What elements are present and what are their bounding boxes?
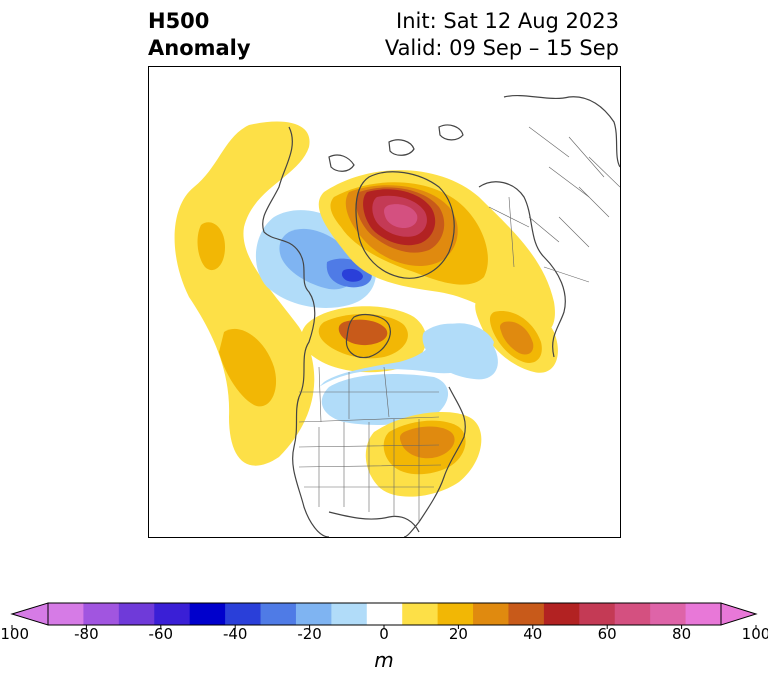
pacific-positive-core — [219, 328, 277, 407]
colorbar-segment — [366, 603, 403, 625]
init-date: Init: Sat 12 Aug 2023 — [396, 9, 619, 33]
title-variable: H500 — [148, 9, 210, 33]
colorbar-segment — [508, 603, 545, 625]
title-right: Init: Sat 12 Aug 2023 Valid: 09 Sep – 15… — [385, 8, 619, 62]
anomaly-fields — [174, 121, 558, 497]
colorbar-extend-high — [720, 602, 758, 626]
east-coast — [403, 386, 466, 537]
title-field: Anomaly — [148, 36, 251, 60]
pacific-positive-anomaly — [174, 121, 315, 466]
colorbar-tick-label: -40 — [222, 625, 248, 643]
colorbar-tick-label: 80 — [672, 625, 692, 643]
canada-provinces — [299, 366, 439, 423]
colorbar-segment — [225, 603, 262, 625]
north-america-coast — [262, 126, 330, 537]
greatlakes-positive-core — [399, 426, 455, 459]
colorbar-tick-label: 40 — [523, 625, 543, 643]
greenland-coast — [355, 171, 455, 279]
colorbar-segment — [331, 603, 368, 625]
greenland-positive-center — [384, 204, 418, 228]
colorbar-tick-marks — [11, 625, 757, 629]
coastlines — [262, 94, 620, 537]
colorbar-segment — [473, 603, 509, 625]
colorbar — [10, 602, 758, 629]
europe-borders — [488, 186, 610, 283]
atlantic-positive-core — [500, 321, 534, 355]
colorbar-segment — [118, 603, 155, 625]
colorbar-segment — [543, 603, 580, 625]
arctic-islands — [328, 124, 464, 172]
alaska-negative-center — [341, 268, 363, 282]
colorbar-segment — [154, 603, 191, 625]
colorbar-segment — [260, 603, 297, 625]
colorbar-segment — [437, 603, 474, 625]
colorbar-segment — [685, 603, 722, 625]
colorbar-segment — [189, 603, 226, 625]
us-canada-border — [298, 416, 440, 423]
title-left: H500 Anomaly — [148, 8, 251, 62]
hudson-positive-core — [338, 319, 388, 346]
colorbar-segment — [614, 603, 651, 625]
atlantic-negative-anomaly — [422, 323, 498, 380]
colorbar-tick-label: -80 — [74, 625, 99, 643]
colorbar-tick-label: 100 — [741, 625, 768, 643]
asia-coast — [503, 94, 620, 168]
canada-negative-south — [321, 374, 449, 425]
colorbar-segment — [295, 603, 332, 625]
us-state-lines-2 — [298, 444, 442, 488]
central-america — [328, 511, 420, 533]
pacific-positive-core-2 — [197, 222, 225, 271]
europe-coast — [478, 181, 566, 358]
colorbar-extend-low — [10, 602, 49, 626]
colorbar-unit-label: m — [374, 648, 394, 672]
asia-borders — [528, 126, 620, 198]
valid-range: Valid: 09 Sep – 15 Sep — [384, 36, 619, 60]
hudson-bay-coast — [345, 314, 391, 359]
colorbar-segment — [650, 603, 687, 625]
colorbar-tick-label: 20 — [448, 625, 468, 643]
colorbar-tick-label: -100 — [0, 625, 30, 643]
political-borders — [298, 126, 620, 522]
colorbar-segment — [48, 603, 84, 625]
colorbar-tick-label: -20 — [297, 625, 322, 643]
colorbar-segment — [83, 603, 120, 625]
colorbar-segment — [402, 603, 439, 625]
colorbar-tick-label: -60 — [148, 625, 174, 643]
colorbar-tick-label: 0 — [379, 625, 389, 643]
colorbar-tick-label: 60 — [597, 625, 617, 643]
anomaly-map — [148, 66, 621, 538]
colorbar-segment — [579, 603, 616, 625]
map-canvas — [174, 94, 620, 537]
colorbar-segments — [48, 603, 722, 625]
